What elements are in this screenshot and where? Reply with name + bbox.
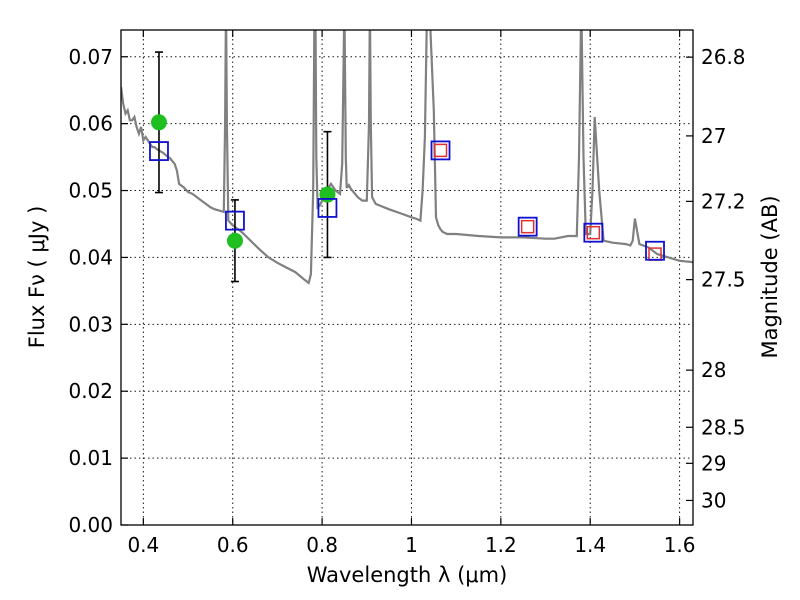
observed-point [150, 114, 167, 131]
x-axis-label: Wavelength λ (μm) [307, 563, 508, 587]
ticks [121, 30, 693, 526]
observed-point [226, 232, 243, 249]
y-tick-labels: 0.00 0.01 0.02 0.03 0.04 0.05 0.06 0.07 [68, 45, 113, 537]
y2-tick-label: 27 [701, 124, 726, 148]
plot-frame [120, 29, 694, 526]
spectrum-line [121, 30, 693, 285]
x-tick-label: 1.4 [574, 533, 606, 557]
y-tick-label: 0.07 [68, 45, 113, 69]
model-box [645, 240, 665, 261]
error-bars [154, 51, 332, 283]
y2-tick-label: 27.5 [701, 268, 746, 292]
predicted-box [433, 143, 448, 158]
y-tick-label: 0.04 [68, 245, 113, 269]
y2-tick-label: 28 [701, 358, 726, 382]
x-tick-label: 1.2 [485, 533, 517, 557]
grid [121, 30, 693, 526]
observed-point [319, 186, 336, 203]
y2-tick-label: 29 [701, 451, 726, 475]
model-box [317, 198, 338, 218]
x-tick-label: 0.8 [306, 533, 338, 557]
y2-tick-labels: 26.8 27 27.2 27.5 28 28.5 29 30 [701, 45, 746, 512]
y-tick-label: 0.06 [68, 112, 113, 136]
y2-tick-label: 26.8 [701, 45, 746, 69]
x-tick-label: 1 [405, 533, 418, 557]
y2-axis-label: Magnitude (AB) [758, 195, 782, 358]
model-box [583, 222, 604, 243]
predicted-box [520, 219, 535, 234]
y2-tick-label: 30 [701, 488, 726, 512]
y-tick-label: 0.02 [68, 379, 113, 403]
x-tick-label: 0.6 [217, 533, 249, 557]
y-tick-label: 0.05 [68, 179, 113, 203]
x-tick-labels: 0.4 0.6 0.8 1 1.2 1.4 1.6 [127, 533, 695, 557]
plot-area [121, 30, 693, 285]
model-box [517, 216, 538, 237]
y-tick-label: 0.01 [68, 446, 113, 470]
predicted-box [586, 225, 601, 240]
model-boxes [149, 140, 665, 261]
y-tick-label: 0.00 [68, 513, 113, 537]
model-box [430, 140, 451, 161]
predicted-boxes [433, 143, 662, 261]
y-tick-label: 0.03 [68, 312, 113, 336]
x-tick-label: 1.6 [664, 533, 696, 557]
model-box [149, 141, 169, 161]
y-axis-label: Flux Fν ( μJy ) [25, 206, 49, 349]
x-tick-label: 0.4 [127, 533, 159, 557]
model-box [225, 210, 245, 231]
y2-tick-label: 28.5 [701, 415, 746, 439]
y2-tick-label: 27.2 [701, 189, 746, 213]
